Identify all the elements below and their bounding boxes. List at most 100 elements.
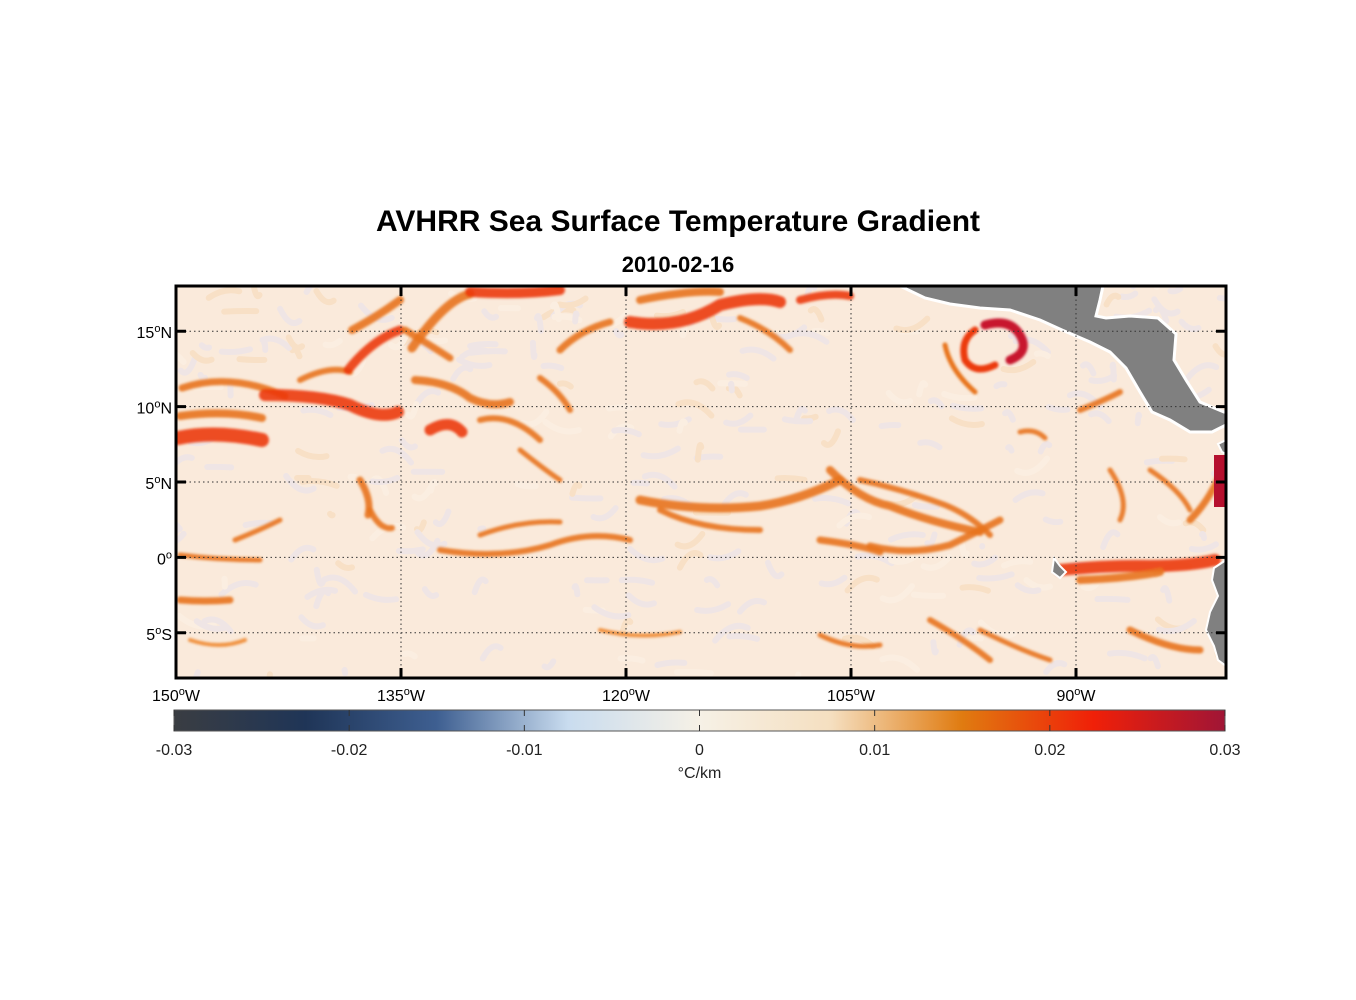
texture-stroke xyxy=(1106,649,1148,662)
front-streak xyxy=(465,286,565,299)
texture-stroke xyxy=(193,618,229,632)
front-streak xyxy=(636,287,724,304)
texture-stroke xyxy=(398,437,418,451)
texture-stroke xyxy=(879,583,915,604)
texture-stroke xyxy=(781,416,814,425)
front-streak xyxy=(367,507,395,532)
texture-stroke xyxy=(327,510,336,519)
texture-stroke xyxy=(1109,361,1117,383)
texture-stroke xyxy=(347,473,360,481)
texture-stroke xyxy=(176,350,187,365)
texture-stroke xyxy=(807,306,825,323)
texture-stroke xyxy=(529,339,538,360)
texture-stroke xyxy=(1001,558,1034,569)
front-streak xyxy=(232,517,283,543)
texture-stroke xyxy=(456,356,493,369)
front-streak xyxy=(176,596,234,605)
front-streak xyxy=(796,290,854,304)
texture-stroke xyxy=(910,591,946,599)
texture-stroke xyxy=(920,553,953,571)
thermal-fronts xyxy=(176,286,1226,663)
texture-stroke xyxy=(313,566,326,587)
texture-stroke xyxy=(948,415,985,428)
front-streak xyxy=(1126,626,1204,654)
texture-stroke xyxy=(712,622,751,644)
longitude-label: 135oW xyxy=(377,686,426,705)
front-streak xyxy=(411,376,514,409)
texture-stroke xyxy=(432,508,452,528)
texture-stroke xyxy=(176,530,187,545)
texture-stroke xyxy=(218,346,254,356)
texture-stroke xyxy=(1216,294,1226,302)
texture-stroke xyxy=(467,341,499,350)
texture-stroke xyxy=(764,559,785,580)
front-streak xyxy=(401,326,454,362)
front-streak xyxy=(188,638,247,647)
latitude-label: 5oN xyxy=(145,474,172,493)
texture-stroke xyxy=(341,666,349,677)
latitude-label: 10oN xyxy=(137,399,172,418)
texture-stroke xyxy=(1033,350,1051,359)
front-streak xyxy=(348,296,404,334)
front-streak xyxy=(177,552,263,563)
texture-stroke xyxy=(572,310,580,325)
texture-stroke xyxy=(617,655,646,664)
texture-stroke xyxy=(395,546,426,555)
texture-stroke xyxy=(1134,411,1143,427)
texture-stroke xyxy=(519,408,550,428)
front-streak xyxy=(1017,428,1048,441)
texture-stroke xyxy=(299,478,340,489)
texture-stroke xyxy=(1023,577,1053,591)
front-streak xyxy=(977,627,1053,663)
texture-stroke xyxy=(654,659,688,669)
texture-stroke xyxy=(679,323,688,339)
latitude-label: 5oS xyxy=(146,625,172,644)
texture-stroke xyxy=(1042,516,1064,526)
texture-stroke xyxy=(479,643,504,662)
texture-stroke xyxy=(674,530,706,550)
texture-stroke xyxy=(993,381,1008,390)
texture-stroke xyxy=(569,481,583,497)
texture-stroke xyxy=(1188,541,1219,553)
texture-stroke xyxy=(930,639,939,656)
front-streak xyxy=(857,477,993,538)
texture-stroke xyxy=(201,616,234,635)
texture-stroke xyxy=(1212,343,1226,358)
texture-stroke xyxy=(676,418,688,434)
texture-stroke xyxy=(414,388,442,406)
texture-stroke xyxy=(285,334,306,351)
texture-stroke xyxy=(1037,441,1053,455)
texture-stroke xyxy=(927,397,945,410)
texture-stroke xyxy=(893,315,931,334)
texture-stroke xyxy=(1167,286,1184,295)
texture-stroke xyxy=(571,583,581,598)
colorbar-tick-label: -0.01 xyxy=(506,742,543,759)
texture-stroke xyxy=(630,479,651,487)
central-america-land xyxy=(899,286,1226,434)
texture-stroke xyxy=(878,422,902,430)
colorbar-tick-label: -0.03 xyxy=(156,742,193,759)
texture-stroke xyxy=(721,490,749,508)
texture-stroke xyxy=(204,463,235,471)
texture-stroke xyxy=(450,364,474,382)
texture-stroke xyxy=(708,313,723,330)
texture-stroke xyxy=(1156,618,1197,635)
texture-stroke xyxy=(549,301,562,323)
front-streak xyxy=(737,315,793,353)
texture-stroke xyxy=(514,480,539,490)
texture-stroke xyxy=(1043,660,1068,675)
sst-gradient-field xyxy=(176,286,1226,678)
longitude-label: 150oW xyxy=(152,686,201,705)
front-streak xyxy=(598,628,682,638)
texture-stroke xyxy=(836,512,873,529)
texture-stroke xyxy=(924,531,938,548)
texture-stroke xyxy=(619,617,634,635)
texture-stroke xyxy=(303,286,314,295)
front-streak xyxy=(1076,568,1164,584)
texture-stroke xyxy=(541,658,557,671)
texture-stroke xyxy=(1158,455,1188,463)
front-streak xyxy=(1147,467,1193,513)
colorbar-tick-label: 0.03 xyxy=(1209,742,1240,759)
texture-stroke xyxy=(259,335,293,351)
